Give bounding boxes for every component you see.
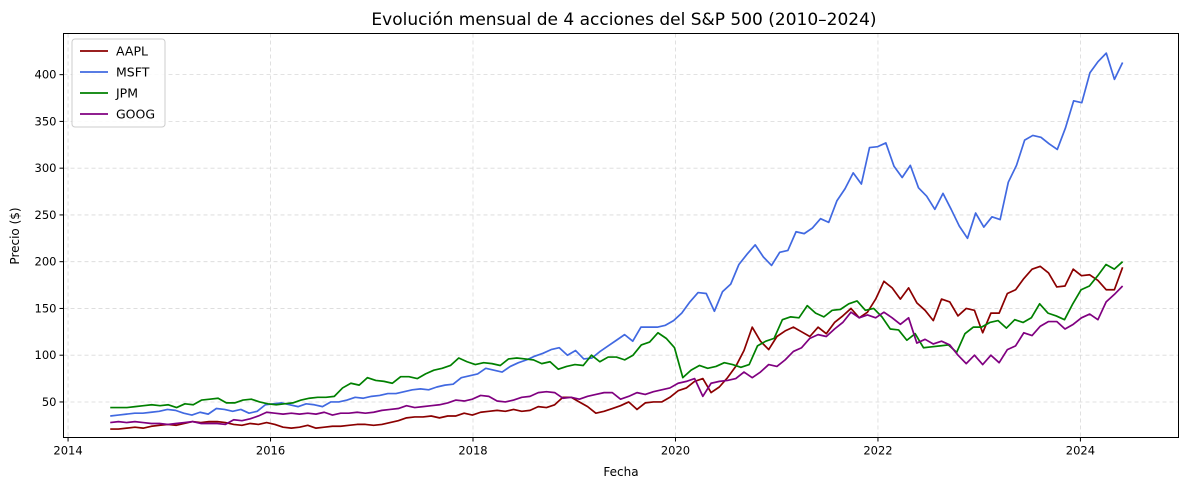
- y-tick-label: 150: [35, 301, 57, 315]
- chart-title: Evolución mensual de 4 acciones del S&P …: [371, 10, 876, 30]
- y-tick-label: 100: [35, 348, 57, 362]
- y-tick-label: 350: [35, 114, 57, 128]
- series-line-msft: [110, 52, 1124, 417]
- y-tick-label: 400: [35, 68, 57, 82]
- x-tick-label: 2024: [1066, 444, 1095, 458]
- x-tick-label: 2014: [53, 444, 82, 458]
- series-line-aapl: [110, 265, 1124, 430]
- legend-label-jpm: JPM: [115, 86, 138, 101]
- y-tick-label: 50: [42, 395, 57, 409]
- x-tick-label: 2016: [256, 444, 285, 458]
- x-axis-label: Fecha: [603, 465, 638, 479]
- plot-frame: [63, 33, 1179, 438]
- y-tick-label: 200: [35, 255, 57, 269]
- series-line-goog: [110, 285, 1124, 426]
- x-tick-label: 2018: [458, 444, 487, 458]
- y-tick-label: 300: [35, 161, 57, 175]
- y-axis-label: Precio ($): [8, 207, 22, 264]
- legend-label-msft: MSFT: [116, 65, 150, 80]
- legend-box: [71, 38, 166, 128]
- x-axis: 2014 2016 2018 2020 2022 2024: [53, 437, 1095, 458]
- legend-label-aapl: AAPL: [116, 44, 148, 59]
- grid: [63, 33, 1179, 438]
- x-tick-label: 2022: [863, 444, 892, 458]
- y-axis: 50 100 150 200 250 300 350 400: [35, 68, 64, 409]
- legend: AAPL MSFT JPM GOOG: [71, 38, 166, 128]
- x-tick-label: 2020: [661, 444, 690, 458]
- legend-label-goog: GOOG: [116, 107, 155, 122]
- series-layer: [110, 52, 1124, 430]
- y-tick-label: 250: [35, 208, 57, 222]
